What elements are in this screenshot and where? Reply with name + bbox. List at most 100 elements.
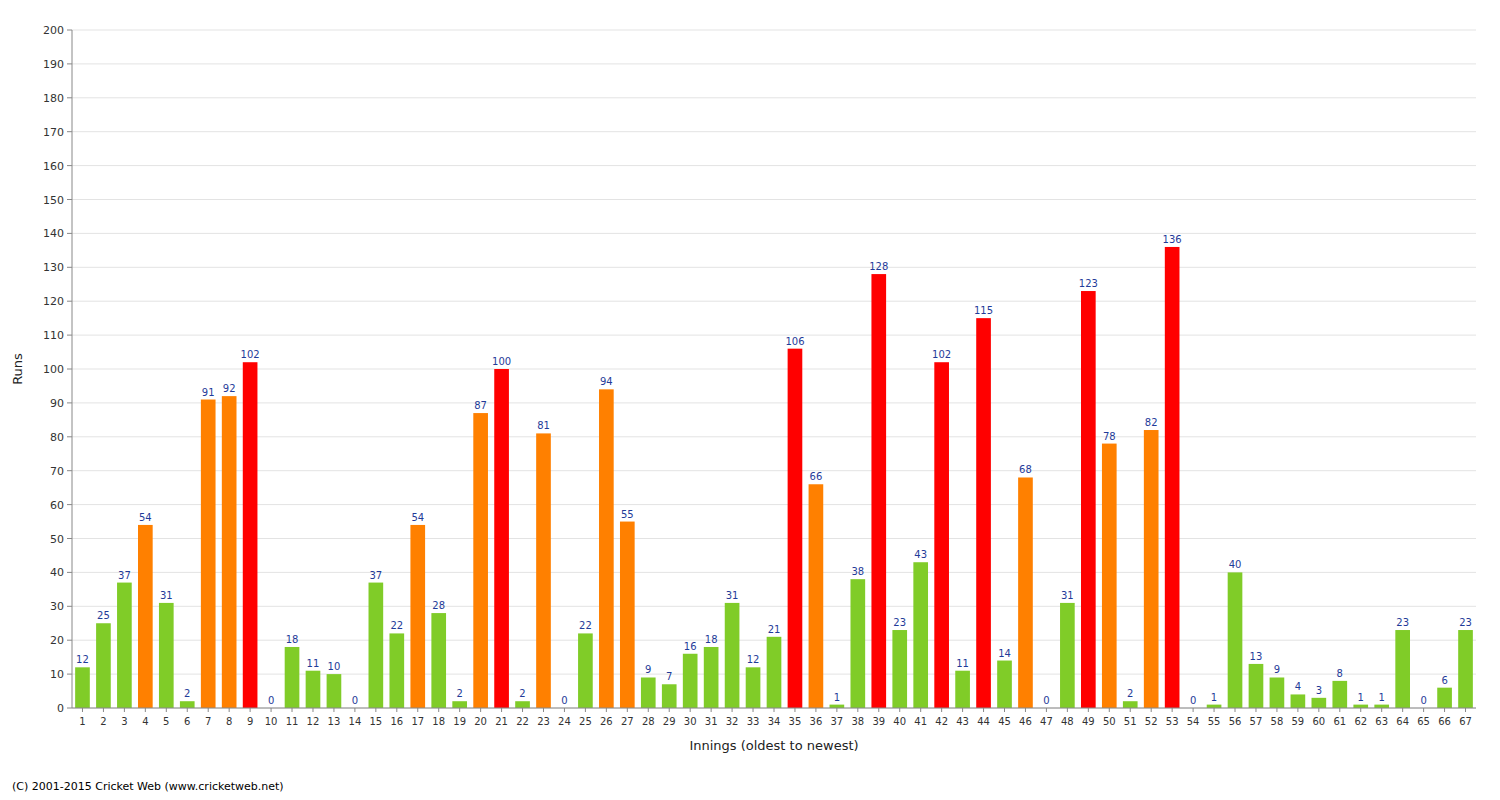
x-tick xyxy=(1381,708,1382,712)
x-tick-label: 59 xyxy=(1292,716,1305,727)
data-label: 123 xyxy=(1079,278,1098,289)
bar xyxy=(410,525,425,708)
grid-line xyxy=(72,63,1476,64)
bar xyxy=(473,413,488,708)
bar xyxy=(1312,698,1327,708)
data-label: 23 xyxy=(893,617,906,628)
x-tick-label: 29 xyxy=(663,716,676,727)
x-tick-label: 27 xyxy=(621,716,634,727)
data-label: 94 xyxy=(600,376,613,387)
data-label: 18 xyxy=(705,634,718,645)
x-tick-label: 31 xyxy=(705,716,718,727)
x-tick xyxy=(1025,708,1026,712)
x-tick xyxy=(983,708,984,712)
data-label: 0 xyxy=(352,695,358,706)
data-label: 82 xyxy=(1145,417,1158,428)
x-tick-label: 58 xyxy=(1271,716,1284,727)
grid-line xyxy=(72,233,1476,234)
x-tick xyxy=(522,708,523,712)
x-tick-label: 64 xyxy=(1396,716,1409,727)
data-label: 31 xyxy=(726,590,739,601)
data-label: 23 xyxy=(1459,617,1472,628)
x-tick-label: 32 xyxy=(726,716,739,727)
x-tick-label: 50 xyxy=(1103,716,1116,727)
bars xyxy=(75,247,1473,708)
data-label: 100 xyxy=(492,356,511,367)
y-tick-label: 0 xyxy=(57,702,64,715)
x-tick xyxy=(271,708,272,712)
bar xyxy=(1018,477,1033,708)
data-label: 54 xyxy=(139,512,152,523)
x-tick xyxy=(1004,708,1005,712)
x-tick-label: 52 xyxy=(1145,716,1158,727)
data-label: 10 xyxy=(328,661,341,672)
x-tick xyxy=(438,708,439,712)
y-tick xyxy=(67,538,72,539)
x-tick xyxy=(480,708,481,712)
x-tick xyxy=(1255,708,1256,712)
grid-line xyxy=(72,606,1476,607)
x-tick xyxy=(878,708,879,712)
data-label: 128 xyxy=(869,261,888,272)
bar xyxy=(75,667,90,708)
x-tick xyxy=(962,708,963,712)
x-tick xyxy=(669,708,670,712)
x-tick-label: 1 xyxy=(79,716,85,727)
x-tick xyxy=(1423,708,1424,712)
data-label: 81 xyxy=(537,420,550,431)
data-label: 3 xyxy=(1316,685,1322,696)
x-tick-label: 10 xyxy=(265,716,278,727)
x-tick-label: 24 xyxy=(558,716,571,727)
x-tick-label: 53 xyxy=(1166,716,1179,727)
x-tick xyxy=(1067,708,1068,712)
x-tick xyxy=(1360,708,1361,712)
y-tick xyxy=(67,233,72,234)
bar xyxy=(222,396,237,708)
grid-line xyxy=(72,572,1476,573)
data-label: 102 xyxy=(241,349,260,360)
y-tick-label: 190 xyxy=(43,58,64,71)
data-label: 12 xyxy=(76,654,89,665)
y-tick xyxy=(67,504,72,505)
x-tick-label: 36 xyxy=(810,716,823,727)
y-tick xyxy=(67,131,72,132)
x-tick-label: 17 xyxy=(411,716,424,727)
grid-line xyxy=(72,470,1476,471)
x-axis: 1234567891011121314151617181920212223242… xyxy=(72,708,1476,727)
x-tick-label: 63 xyxy=(1375,716,1388,727)
grid xyxy=(72,30,1476,708)
x-tick-label: 66 xyxy=(1438,716,1451,727)
data-label: 13 xyxy=(1250,651,1263,662)
y-tick-label: 70 xyxy=(50,465,64,478)
x-tick-label: 20 xyxy=(474,716,487,727)
x-tick xyxy=(375,708,376,712)
data-label: 6 xyxy=(1441,675,1447,686)
y-tick-label: 130 xyxy=(43,261,64,274)
x-tick xyxy=(753,708,754,712)
y-tick-label: 150 xyxy=(43,194,64,207)
x-tick xyxy=(627,708,628,712)
bar xyxy=(1458,630,1473,708)
x-tick xyxy=(459,708,460,712)
bar xyxy=(1374,705,1389,708)
y-tick-label: 40 xyxy=(50,566,64,579)
x-tick xyxy=(1444,708,1445,712)
data-label: 87 xyxy=(474,400,487,411)
y-tick-label: 160 xyxy=(43,160,64,173)
x-tick-label: 26 xyxy=(600,716,613,727)
x-tick-label: 23 xyxy=(537,716,550,727)
x-tick-label: 60 xyxy=(1312,716,1325,727)
y-tick xyxy=(67,30,72,31)
x-tick-label: 48 xyxy=(1061,716,1074,727)
y-tick xyxy=(67,199,72,200)
bar xyxy=(369,583,384,708)
x-tick xyxy=(1339,708,1340,712)
data-label: 21 xyxy=(768,624,781,635)
data-label: 31 xyxy=(160,590,173,601)
data-label: 38 xyxy=(851,566,864,577)
bar xyxy=(138,525,153,708)
bar xyxy=(452,701,467,708)
x-tick xyxy=(815,708,816,712)
x-tick xyxy=(1297,708,1298,712)
data-label: 0 xyxy=(561,695,567,706)
